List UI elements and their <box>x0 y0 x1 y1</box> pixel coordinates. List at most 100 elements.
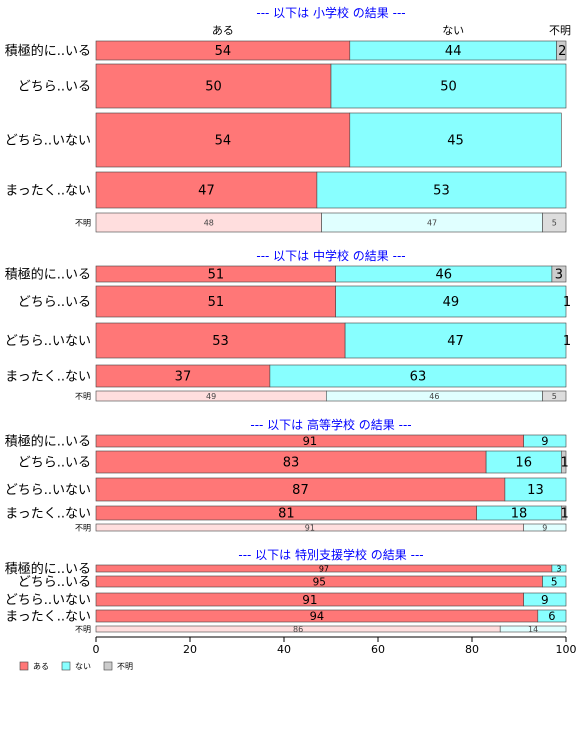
bar-segment <box>560 505 567 521</box>
data-label: 49 <box>206 392 216 401</box>
legend-label: 不明 <box>117 662 133 671</box>
bar-segment <box>523 592 567 607</box>
column-label: ない <box>442 24 464 37</box>
column-label: 不明 <box>549 24 571 37</box>
bar-segment <box>95 171 318 209</box>
bar-segment <box>551 564 567 573</box>
row-label: まったく..ない <box>5 370 91 385</box>
legend-swatch <box>103 661 113 671</box>
bar-segment <box>269 364 567 388</box>
data-label: 47 <box>427 218 437 227</box>
data-label: 53 <box>433 184 450 199</box>
data-label: 1 <box>561 507 569 522</box>
row-label: どちら..いない <box>5 334 91 349</box>
panel-title: --- 以下は 中学校 の結果 --- <box>256 248 405 263</box>
x-tick-label: 100 <box>556 643 577 656</box>
row-label: 積極的に..いる <box>5 43 91 59</box>
data-label: 18 <box>511 507 528 522</box>
data-label: 9 <box>541 593 549 607</box>
bar-segment <box>330 63 567 109</box>
x-tick-label: 80 <box>465 643 479 656</box>
row-label: 不明 <box>75 524 91 533</box>
data-label: 50 <box>440 80 457 95</box>
x-tick-label: 60 <box>371 643 385 656</box>
data-label: 16 <box>515 456 532 471</box>
data-label: 83 <box>283 456 300 471</box>
data-label: 1 <box>561 456 569 471</box>
bar-segment <box>523 523 567 532</box>
bar-segment <box>560 450 567 474</box>
data-label: 51 <box>208 295 225 310</box>
panel-title: --- 以下は 高等学校 の結果 --- <box>250 417 411 432</box>
row-label: まったく..ない <box>5 507 91 522</box>
data-label: 87 <box>292 483 309 498</box>
data-label: 46 <box>429 392 439 401</box>
panel-title: --- 以下は 小学校 の結果 --- <box>256 5 405 20</box>
row-label: どちら..いる <box>18 456 91 471</box>
data-label: 97 <box>319 564 329 573</box>
data-label: 1 <box>563 295 571 310</box>
data-label: 63 <box>410 370 427 385</box>
row-label: どちら..いる <box>18 80 91 95</box>
row-label: どちら..いる <box>18 575 91 590</box>
row-label: 不明 <box>75 219 91 228</box>
legend-swatch <box>61 661 71 671</box>
data-label: 91 <box>305 523 315 532</box>
row-label: 不明 <box>75 625 91 634</box>
row-label: どちら..いない <box>5 483 91 498</box>
data-label: 47 <box>198 184 215 199</box>
data-label: 3 <box>555 268 563 283</box>
data-label: 9 <box>542 523 547 532</box>
data-label: 95 <box>313 576 326 588</box>
row-label: 積極的に..いる <box>5 267 91 283</box>
data-label: 51 <box>208 268 225 283</box>
data-label: 94 <box>310 609 325 623</box>
bar-segment <box>335 285 567 318</box>
bar-segment <box>95 112 351 168</box>
data-label: 54 <box>215 44 232 59</box>
row-label: まったく..ない <box>5 610 91 625</box>
x-tick-label: 0 <box>93 643 100 656</box>
bar-segment <box>542 212 567 233</box>
data-label: 3 <box>556 564 561 573</box>
row-label: どちら..いる <box>18 295 91 310</box>
data-label: 1 <box>563 334 571 349</box>
row-label: まったく..ない <box>5 184 91 199</box>
data-label: 81 <box>278 507 295 522</box>
row-label: どちら..いない <box>5 134 91 149</box>
data-label: 54 <box>215 134 232 149</box>
data-label: 50 <box>205 80 222 95</box>
data-label: 53 <box>212 334 229 349</box>
bar-segment <box>542 390 567 402</box>
row-label: 不明 <box>75 392 91 401</box>
legend-swatch <box>19 661 29 671</box>
data-label: 14 <box>528 625 538 634</box>
bar-segment <box>344 322 567 359</box>
data-label: 49 <box>443 295 460 310</box>
legend-label: ある <box>33 662 49 671</box>
data-label: 48 <box>204 218 214 227</box>
data-label: 91 <box>303 434 318 448</box>
data-label: 13 <box>527 483 544 498</box>
data-label: 37 <box>175 370 192 385</box>
bar-segment <box>551 265 567 283</box>
bar-segment <box>556 40 567 61</box>
data-label: 6 <box>548 609 555 623</box>
data-label: 44 <box>445 44 462 59</box>
bar-segment <box>95 322 346 359</box>
panel-title: --- 以下は 特別支援学校 の結果 --- <box>238 547 423 562</box>
bar-segment <box>349 112 562 168</box>
x-tick-label: 20 <box>183 643 197 656</box>
bar-segment <box>316 171 567 209</box>
bar-segment <box>537 609 567 623</box>
data-label: 91 <box>302 593 317 607</box>
data-label: 47 <box>447 334 464 349</box>
data-label: 5 <box>551 576 558 588</box>
data-label: 9 <box>541 434 548 448</box>
data-label: 2 <box>558 44 566 59</box>
row-label: 積極的に..いる <box>5 561 91 577</box>
bar-segment <box>523 434 567 448</box>
bar-segment <box>95 285 336 318</box>
